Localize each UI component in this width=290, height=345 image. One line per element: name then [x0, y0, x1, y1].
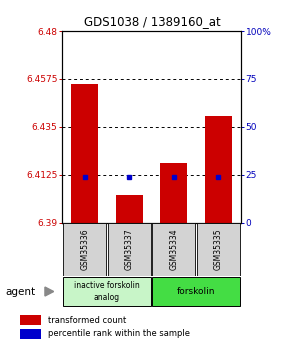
Polygon shape [45, 287, 54, 296]
Bar [116, 195, 143, 223]
Bar [152, 277, 240, 306]
Text: GSM35335: GSM35335 [214, 228, 223, 270]
Bar [63, 277, 151, 306]
Text: inactive forskolin
analog: inactive forskolin analog [74, 281, 140, 302]
Bar [20, 315, 41, 325]
Bar [71, 84, 98, 223]
Text: GDS1038 / 1389160_at: GDS1038 / 1389160_at [84, 16, 221, 29]
Bar [205, 116, 232, 223]
Text: agent: agent [6, 287, 36, 296]
Text: percentile rank within the sample: percentile rank within the sample [48, 329, 191, 338]
Text: GSM35336: GSM35336 [80, 228, 89, 270]
Text: GSM35337: GSM35337 [125, 228, 134, 270]
Bar [197, 223, 240, 276]
Text: forskolin: forskolin [177, 287, 215, 296]
Bar [108, 223, 151, 276]
Bar [20, 329, 41, 339]
Text: transformed count: transformed count [48, 316, 127, 325]
Bar [63, 223, 106, 276]
Text: GSM35334: GSM35334 [169, 228, 178, 270]
Bar [160, 163, 187, 223]
Bar [152, 223, 195, 276]
